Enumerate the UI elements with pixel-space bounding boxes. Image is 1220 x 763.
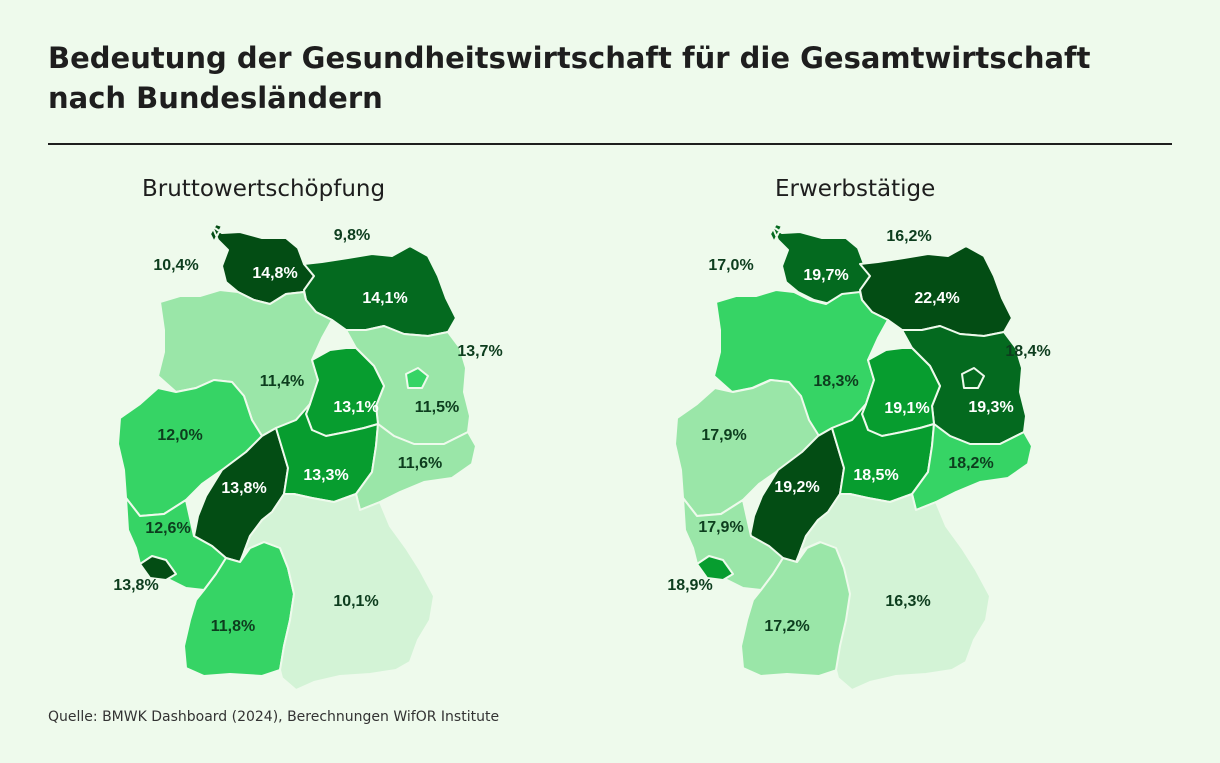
label-sh: 19,7% [803, 267, 848, 284]
source-note: Quelle: BMWK Dashboard (2024), Berechnun… [48, 709, 500, 725]
label-he: 19,2% [774, 479, 819, 496]
label-rp: 12,6% [145, 520, 190, 537]
label-hh: 17,0% [708, 257, 753, 274]
label-th: 13,3% [303, 467, 348, 484]
region-sh [769, 223, 875, 305]
label-be: 18,4% [1005, 343, 1050, 360]
map-bruttowertschoepfung: 14,8% 10,4% 14,1% 9,8% 11,4% 13,7% 13,1% 11,5% 1… [113, 223, 503, 691]
region-be [405, 367, 429, 389]
label-bb: 19,3% [968, 399, 1013, 416]
map-title-erwerbstaetige: Erwerbstätige [775, 176, 936, 202]
label-ni: 11,4% [260, 373, 304, 390]
label-he: 13,8% [221, 480, 266, 497]
label-by: 16,3% [885, 593, 930, 610]
label-mv: 14,1% [362, 290, 407, 307]
label-st: 13,1% [333, 399, 378, 416]
region-be [961, 367, 985, 389]
region-by [799, 493, 991, 691]
label-by: 10,1% [333, 593, 378, 610]
label-be: 13,7% [457, 343, 502, 360]
label-hb: 9,8% [334, 227, 370, 244]
region-sn [355, 423, 477, 511]
label-sh: 14,8% [252, 265, 297, 282]
label-bb: 11,5% [415, 399, 459, 416]
label-hh: 10,4% [153, 257, 198, 274]
label-hb: 16,2% [886, 228, 931, 245]
label-sl: 18,9% [667, 577, 712, 594]
label-bw: 11,8% [211, 618, 255, 635]
map-erwerbstaetige: 19,7% 17,0% 22,4% 16,2% 18,3% 18,4% 19,1% 19,3%… [667, 223, 1051, 691]
label-sl: 13,8% [113, 577, 158, 594]
label-rp: 17,9% [698, 519, 743, 536]
chart-title: Bedeutung der Gesundheitswirtschaft für … [48, 41, 1091, 115]
title-divider [48, 143, 1172, 145]
region-sl [139, 555, 177, 581]
region-sn [911, 423, 1033, 511]
label-nw: 12,0% [157, 427, 202, 444]
label-mv: 22,4% [914, 290, 959, 307]
region-by [243, 493, 435, 691]
label-st: 19,1% [884, 400, 929, 417]
region-sl [696, 555, 734, 581]
label-th: 18,5% [853, 467, 898, 484]
label-ni: 18,3% [813, 373, 858, 390]
map-title-bruttowertschoepfung: Bruttowertschöpfung [142, 176, 386, 202]
label-bw: 17,2% [764, 618, 809, 635]
label-nw: 17,9% [701, 427, 746, 444]
label-sn: 11,6% [398, 455, 442, 472]
label-sn: 18,2% [948, 455, 993, 472]
